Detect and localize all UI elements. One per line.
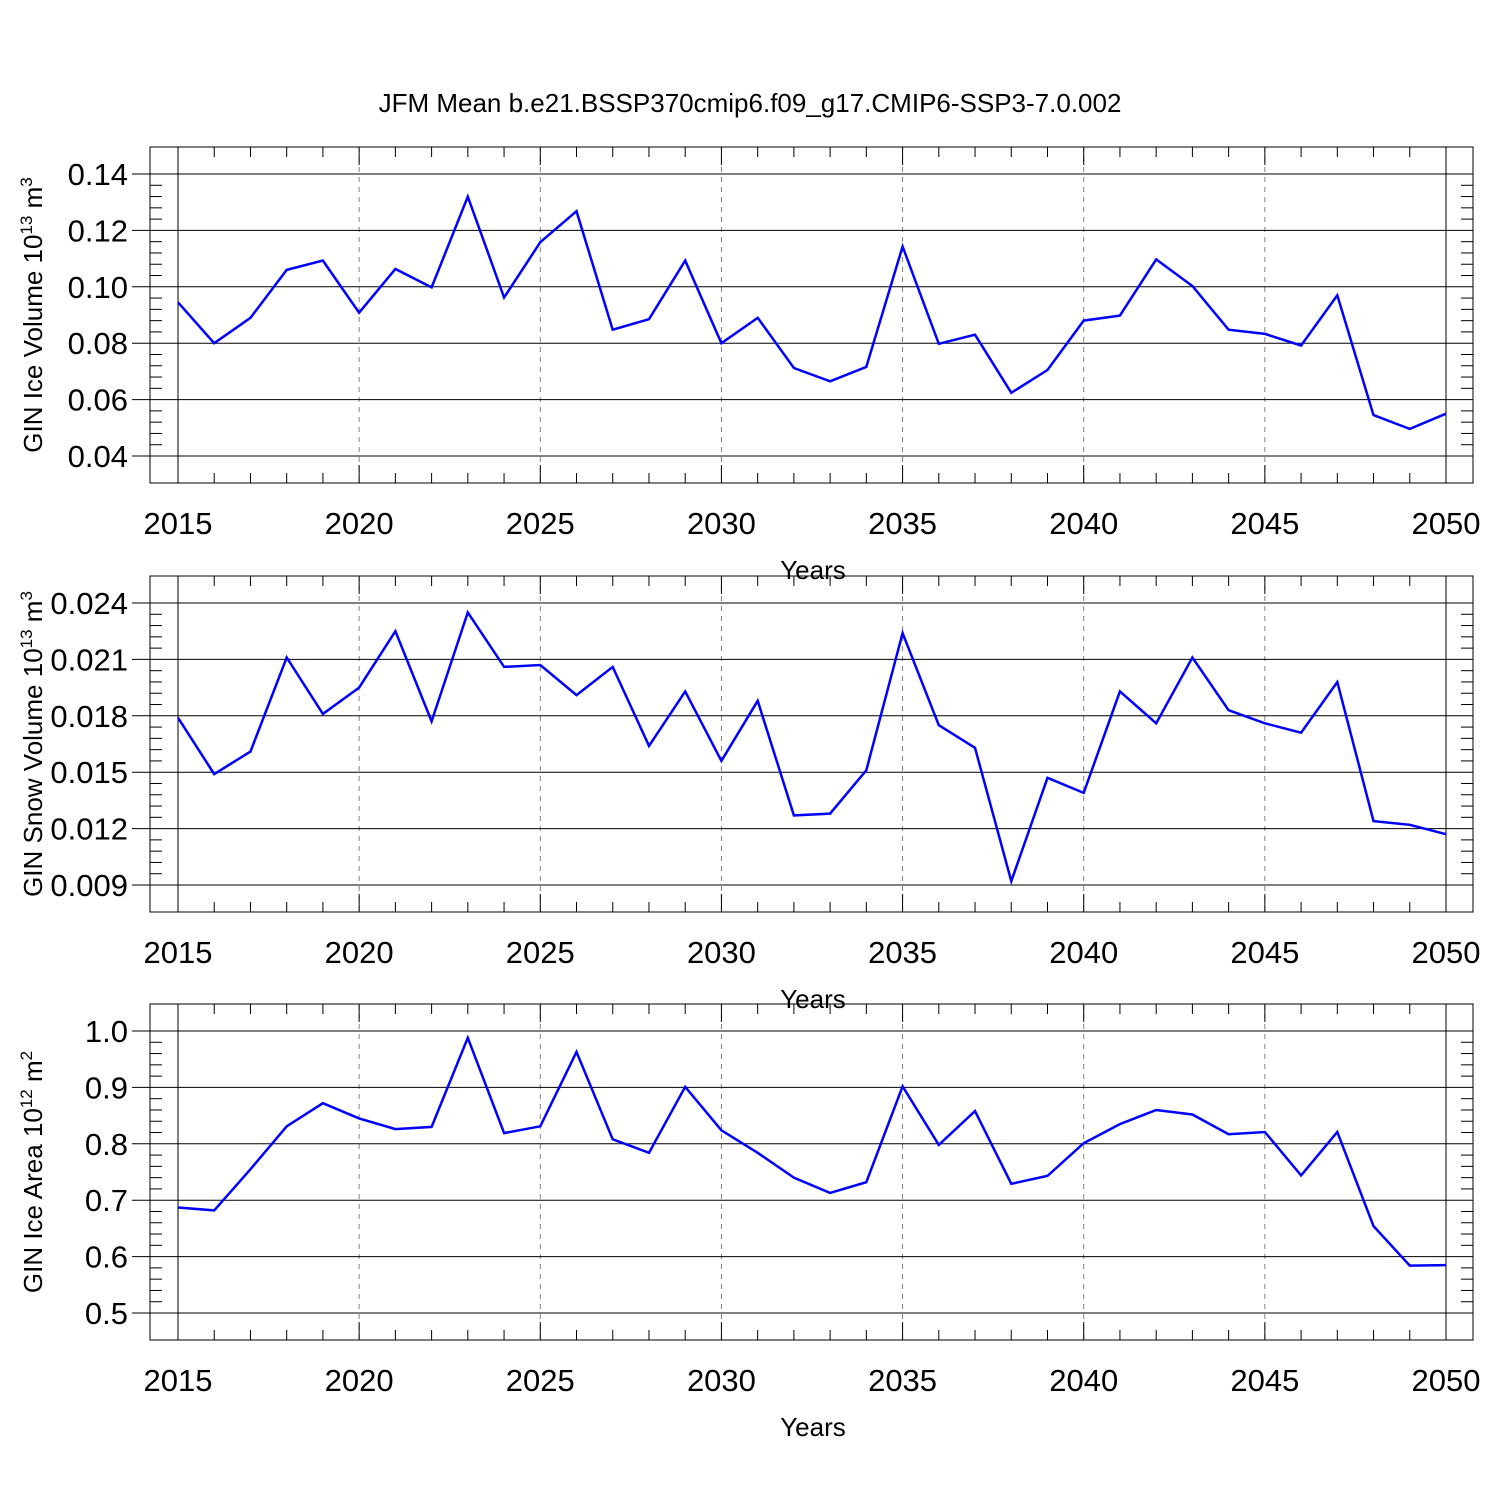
x-tick-label: 2035 [868,1363,937,1398]
y-tick-label: 0.021 [50,642,128,677]
figure-title: JFM Mean b.e21.BSSP370cmip6.f09_g17.CMIP… [379,88,1122,118]
plot-frame [149,1003,1474,1341]
y-tick-label: 0.9 [85,1070,128,1105]
x-tick-label: 2030 [687,935,756,970]
y-tick-label: 0.7 [85,1183,128,1218]
x-tick-label: 2020 [325,935,394,970]
x-tick-label: 2050 [1412,935,1481,970]
x-tick-label: 2030 [687,1363,756,1398]
x-tick-label: 2040 [1049,935,1118,970]
x-tick-label: 2045 [1230,1363,1299,1398]
x-tick-label: 2015 [144,506,213,541]
x-axis-label: Years [780,555,846,585]
x-tick-label: 2045 [1230,506,1299,541]
y-tick-label: 1.0 [85,1014,128,1049]
x-tick-label: 2035 [868,506,937,541]
y-tick-label: 0.10 [68,270,128,305]
y-tick-label: 0.012 [50,812,128,847]
x-tick-label: 2040 [1049,506,1118,541]
x-tick-label: 2015 [144,1363,213,1398]
series-line-1 [177,193,1447,431]
y-tick-label: 0.8 [85,1127,128,1162]
y-tick-label: 0.009 [50,868,128,903]
x-tick-label: 2035 [868,935,937,970]
x-tick-label: 2050 [1412,1363,1481,1398]
y-tick-label: 0.024 [50,586,128,621]
chart-panel-1: 0.04 0.06 0.08 0.10 0.12 0.14 2015 2020 2025 2030… [17,146,1481,585]
y-tick-label: 0.08 [68,326,128,361]
x-tick-label: 2015 [144,935,213,970]
x-tick-label: 2050 [1412,506,1481,541]
y-tick-label: 0.6 [85,1240,128,1275]
x-tick-label: 2040 [1049,1363,1118,1398]
chart-panel-2: 0.009 0.012 0.015 0.018 0.021 0.024 2015 2020 20… [17,575,1481,1014]
y-axis-label: GIN Ice Area 1012 m2 [17,1051,48,1293]
y-tick-label: 0.04 [68,439,128,474]
chart-panels: 0.04 0.06 0.08 0.10 0.12 0.14 2015 2020 2025 2030… [17,146,1481,1442]
y-axis-label: GIN Ice Volume 1013 m3 [17,177,48,453]
x-tick-label: 2045 [1230,935,1299,970]
y-tick-label: 0.5 [85,1296,128,1331]
x-tick-label: 2025 [506,506,575,541]
x-axis-label: Years [780,1412,846,1442]
x-tick-label: 2025 [506,1363,575,1398]
x-tick-label: 2020 [325,506,394,541]
plot-frame [149,575,1474,913]
series-line-1 [177,1034,1447,1267]
x-tick-label: 2030 [687,506,756,541]
y-tick-label: 0.018 [50,699,128,734]
x-tick-label: 2020 [325,1363,394,1398]
y-tick-label: 0.14 [68,157,128,192]
y-tick-label: 0.12 [68,213,128,248]
y-tick-label: 0.06 [68,383,128,418]
x-tick-label: 2025 [506,935,575,970]
series-line-1 [176,609,1447,886]
y-axis-label: GIN Snow Volume 1013 m3 [17,591,48,897]
y-tick-label: 0.015 [50,755,128,790]
chart-panel-3: 0.5 0.6 0.7 0.8 0.9 1.0 2015 2020 2025 2030 2035 20… [17,1003,1481,1442]
x-axis-label: Years [780,984,846,1014]
plot-frame [149,146,1474,484]
